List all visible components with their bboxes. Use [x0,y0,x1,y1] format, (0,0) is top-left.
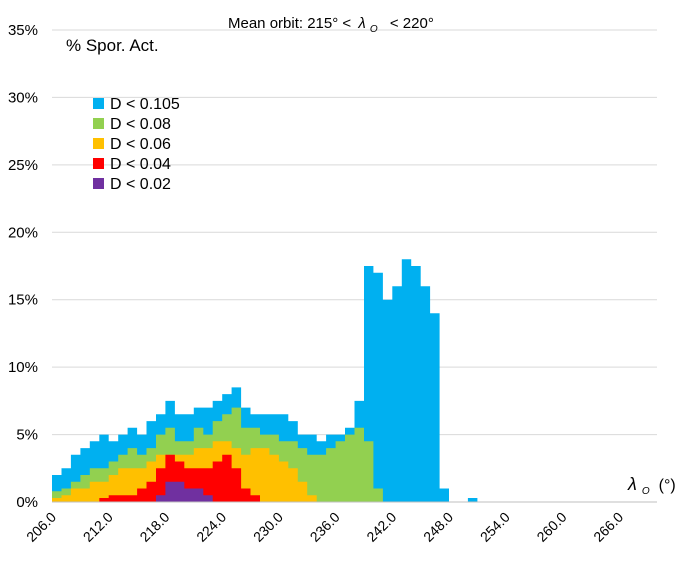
x-tick-label: 230.0 [250,509,286,545]
x-tick-label: 254.0 [477,509,513,545]
legend-swatch [93,138,104,149]
legend-swatch [93,98,104,109]
y-tick-label: 20% [8,224,38,241]
legend-label: D < 0.08 [110,116,171,133]
x-tick-label: 266.0 [590,509,626,545]
x-tick-label: 236.0 [307,509,343,545]
y-axis-ticks: 0% 5% 10% 15% 20% 25% 30% 35% [8,22,38,511]
grid [52,29,657,436]
x-tick-label: 218.0 [136,509,172,545]
y-tick-label: 10% [8,359,38,376]
y-tick-label: 5% [16,427,38,444]
y-tick-label: 25% [8,157,38,174]
x-tick-label: 212.0 [80,509,116,545]
chart-title: Mean orbit: 215° < λ O < 220° [228,15,434,36]
x-tick-label: 260.0 [533,509,569,545]
x-axis-label: λ O (°) [627,474,676,498]
y-axis-label: % Spor. Act. [66,36,159,55]
legend-swatch [93,118,104,129]
x-tick-label: 224.0 [193,509,229,545]
x-tick-label: 242.0 [363,509,399,545]
legend-label: D < 0.04 [110,156,171,173]
legend-label: D < 0.105 [110,96,180,113]
x-tick-label: 206.0 [23,509,59,545]
y-tick-label: 35% [8,22,38,39]
x-tick-label: 248.0 [420,509,456,545]
plot-area [52,259,516,502]
legend: D < 0.105 D < 0.08 D < 0.06 D < 0.04 D < 0.0… [93,96,180,193]
legend-label: D < 0.02 [110,176,171,193]
legend-label: D < 0.06 [110,136,171,153]
series-area-d-0-02 [52,481,516,502]
legend-swatch [93,178,104,189]
y-tick-label: 30% [8,89,38,106]
y-tick-label: 0% [16,494,38,511]
y-tick-label: 15% [8,292,38,309]
legend-swatch [93,158,104,169]
x-axis-ticks: 206.0 212.0 218.0 224.0 230.0 236.0 242.0 248.0… [23,509,626,545]
